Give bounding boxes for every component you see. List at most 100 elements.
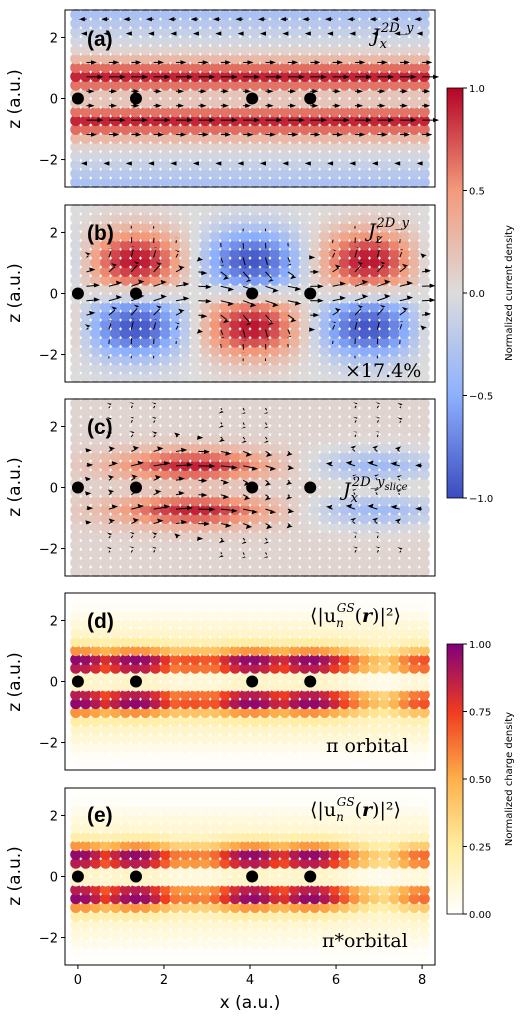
density-cell: [348, 257, 361, 269]
density-cell: [259, 257, 271, 269]
density-cell: [90, 459, 102, 471]
density-cell: [80, 204, 92, 216]
density-cell: [149, 150, 161, 162]
density-cell: [90, 176, 102, 188]
current-arrow-head: [93, 297, 100, 302]
density-cell: [159, 495, 171, 507]
density-cell: [149, 433, 161, 445]
density-cell: [189, 9, 201, 21]
current-arrow-head: [241, 556, 246, 559]
density-cell: [348, 62, 361, 74]
density-cell: [159, 486, 171, 498]
density-cell: [289, 230, 301, 242]
density-cell: [169, 35, 181, 47]
current-arrow: [354, 265, 362, 273]
density-cell: [179, 79, 191, 91]
density-cell: [70, 406, 82, 418]
density-cell: [229, 88, 241, 100]
current-arrow-head: [158, 132, 164, 137]
density-cell: [279, 504, 291, 516]
density-cell: [209, 565, 221, 578]
density-cell: [189, 451, 201, 463]
current-arrow-head: [397, 235, 402, 237]
density-cell: [388, 371, 400, 383]
density-cell: [279, 141, 291, 153]
density-cell: [319, 62, 331, 74]
density-cell: [378, 204, 390, 216]
current-arrow: [354, 535, 357, 539]
density-cell: [259, 530, 271, 542]
density-cell: [418, 176, 430, 188]
density-cell: [309, 592, 321, 604]
density-cell: [209, 557, 221, 569]
density-cell: [378, 17, 390, 29]
density-cell: [358, 79, 371, 91]
density-cell: [339, 248, 351, 260]
current-arrow-head: [337, 60, 343, 65]
density-cell: [209, 141, 221, 153]
current-arrow-head: [254, 117, 261, 123]
density-cell: [309, 35, 321, 47]
current-arrow: [332, 252, 336, 258]
density-cell: [289, 477, 301, 489]
density-cell: [279, 468, 291, 480]
density-cell: [398, 150, 410, 162]
density-cell: [408, 141, 420, 153]
density-cell: [408, 132, 420, 144]
density-cell: [110, 141, 122, 153]
density-cell: [70, 221, 82, 233]
density-cell: [329, 557, 341, 569]
density-cell: [209, 274, 221, 286]
density-cell: [378, 548, 390, 560]
atom-marker: [246, 481, 259, 494]
density-cell: [169, 345, 181, 357]
density-cell: [358, 336, 371, 348]
density-cell: [299, 248, 311, 260]
density-cell: [110, 44, 122, 56]
density-cell: [358, 106, 371, 118]
current-arrow-head: [205, 299, 212, 304]
current-arrow-head: [209, 117, 216, 123]
density-cell: [299, 70, 311, 82]
density-cell: [169, 53, 181, 65]
density-cell: [309, 787, 321, 799]
density-cell: [119, 88, 132, 100]
density-cell: [358, 354, 371, 366]
density-cell: [398, 363, 410, 375]
density-cell: [249, 530, 261, 542]
density-cell: [299, 221, 311, 233]
density-cell: [378, 539, 390, 551]
density-cell: [219, 310, 231, 322]
density-cell: [398, 265, 410, 277]
density-cell: [139, 424, 152, 436]
density-cell: [319, 53, 331, 65]
density-cell: [249, 468, 261, 480]
current-arrow: [175, 311, 183, 316]
current-arrow-head: [173, 237, 179, 238]
density-cell: [229, 44, 241, 56]
density-cell: [249, 354, 261, 366]
density-cell: [119, 565, 132, 578]
density-cell: [209, 239, 221, 251]
density-cell: [219, 592, 231, 604]
density-cell: [179, 592, 191, 604]
y-axis-label-d: z (a.u.): [5, 652, 25, 712]
density-cell: [189, 204, 201, 216]
density-cell: [249, 257, 261, 269]
density-cell: [408, 62, 420, 74]
density-cell: [139, 415, 152, 427]
density-cell: [199, 442, 211, 454]
density-cell: [398, 301, 410, 313]
density-cell: [90, 565, 102, 578]
density-cell: [149, 257, 161, 269]
density-cell: [259, 106, 271, 118]
atom-marker: [129, 287, 142, 300]
density-cell: [239, 9, 251, 21]
density-cell: [279, 406, 291, 418]
current-arrow-head: [312, 103, 319, 108]
density-cell: [239, 512, 251, 525]
density-cell: [358, 477, 371, 489]
density-cell: [348, 406, 361, 418]
density-cell: [229, 787, 241, 799]
density-cell: [70, 371, 82, 383]
